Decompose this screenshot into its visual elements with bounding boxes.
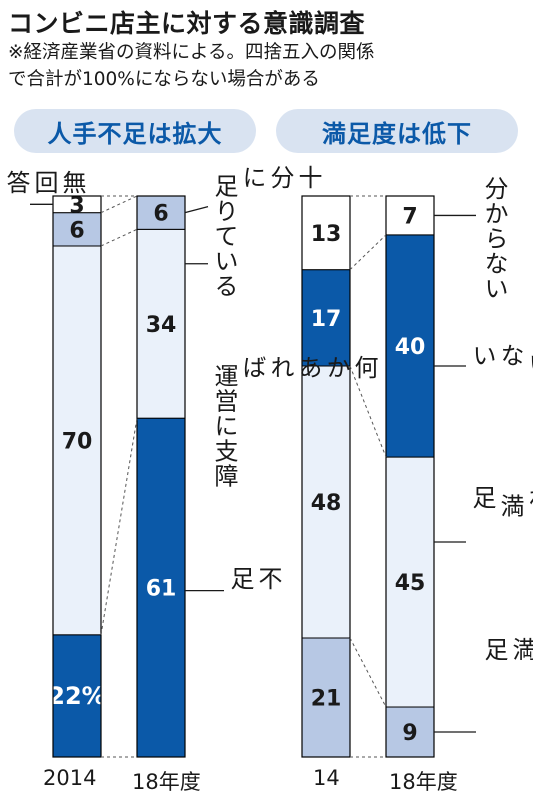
label-taihen-manzoku: 大 変 満 足	[480, 637, 533, 662]
label-juubun: 十 分 に 足りている	[210, 165, 322, 299]
value-label-p0-c0-s0: 22%	[48, 682, 105, 710]
value-label-p0-c0-s1: 70	[62, 429, 93, 454]
bar-segment-p1-c1-s0	[385, 706, 435, 758]
connector-line-p0-2	[100, 228, 138, 247]
value-label-p1-c0-s0: 21	[311, 687, 342, 712]
label-wakaranai: 分からない	[480, 176, 508, 301]
x-tick-18-right: 18年度	[389, 770, 458, 794]
bar-segment-p1-c0-s3	[301, 195, 351, 271]
left-panel-title: 人手不足は拡大	[14, 109, 256, 153]
label-manzoku-shiteinai: 満 足 し て い な い	[468, 343, 533, 377]
label-mukaito: 無 回 答	[2, 170, 86, 195]
value-label-p1-c1-s2: 40	[395, 335, 426, 360]
bar-segment-p1-c0-s1	[301, 365, 351, 639]
x-tick-18-left: 18年度	[132, 770, 201, 794]
x-tick-14: 14	[313, 766, 340, 790]
label-oomune-manzoku: お お む ね 満 足	[468, 485, 533, 519]
value-label-p1-c1-s0: 9	[402, 721, 417, 746]
value-label-p0-c1-s0: 61	[146, 577, 177, 602]
leader-juubun	[184, 206, 209, 214]
value-label-p1-c1-s1: 45	[395, 571, 426, 596]
value-label-p0-c1-s1: 34	[146, 313, 177, 338]
connector-line-p1-2	[349, 365, 387, 458]
label-nanika: 何 か あ れ ば 運営に支障	[210, 355, 378, 489]
value-label-p1-c1-s3: 7	[402, 204, 417, 229]
label-fusoku: 不 足	[226, 566, 282, 591]
connector-line-p1-1	[349, 637, 387, 708]
value-label-p1-c0-s2: 17	[311, 307, 342, 332]
page-title: コンビニ店主に対する意識調査	[8, 9, 366, 38]
value-label-p0-c0-s2: 6	[69, 218, 84, 243]
value-label-p0-c0-s3: 3	[69, 193, 84, 218]
value-label-p1-c0-s3: 13	[311, 222, 342, 247]
value-label-p0-c1-s2: 6	[153, 202, 168, 227]
right-panel-title: 満足度は低下	[276, 109, 518, 153]
note-line-2: で合計が100%にならない場合がある	[8, 69, 320, 90]
bar-segment-p1-c0-s2	[301, 269, 351, 367]
connector-line-p1-3	[349, 234, 387, 271]
bar-segment-p0-c1-s0	[136, 417, 186, 758]
bar-outline-p1-c0	[301, 195, 351, 758]
bar-segment-p1-c1-s3	[385, 195, 435, 236]
bar-outline-p1-c1	[385, 195, 435, 758]
connector-line-p0-1	[100, 418, 138, 635]
value-label-p1-c0-s1: 48	[311, 491, 342, 516]
connector-line-p0-3	[100, 195, 138, 214]
x-tick-2014: 2014	[43, 766, 97, 790]
bar-outline-p0-c0	[52, 195, 102, 758]
bar-segment-p1-c1-s1	[385, 456, 435, 708]
note-line-1: ※経済産業省の資料による。四捨五入の関係	[8, 42, 375, 63]
bar-outline-p0-c1	[136, 195, 186, 758]
